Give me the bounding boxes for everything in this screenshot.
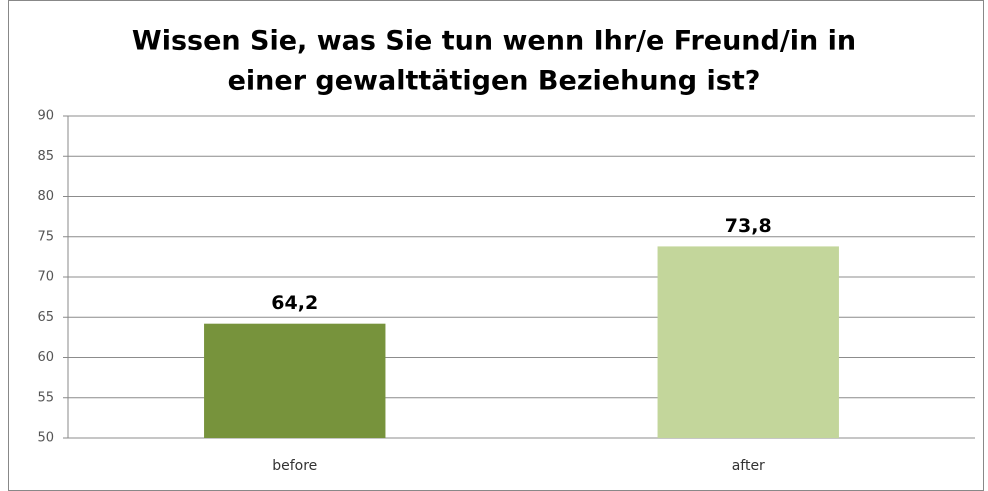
x-tick-label: before	[272, 458, 317, 474]
y-tick-label: 60	[37, 350, 54, 365]
chart-title: Wissen Sie, was Sie tun wenn Ihr/e Freun…	[132, 26, 856, 57]
y-tick-label: 65	[37, 310, 54, 325]
bar	[204, 323, 386, 438]
y-tick-label: 50	[37, 431, 54, 446]
y-tick-label: 85	[37, 149, 54, 164]
y-tick-label: 55	[37, 390, 54, 405]
bar	[657, 246, 839, 438]
x-tick-label: after	[732, 458, 765, 474]
chart-title: einer gewalttätigen Beziehung ist?	[228, 66, 761, 97]
y-tick-label: 80	[37, 189, 54, 204]
value-label: 64,2	[271, 292, 318, 314]
y-tick-label: 70	[37, 270, 54, 285]
value-label: 73,8	[725, 215, 772, 237]
y-tick-label: 75	[37, 229, 54, 244]
y-tick-label: 90	[37, 109, 54, 124]
